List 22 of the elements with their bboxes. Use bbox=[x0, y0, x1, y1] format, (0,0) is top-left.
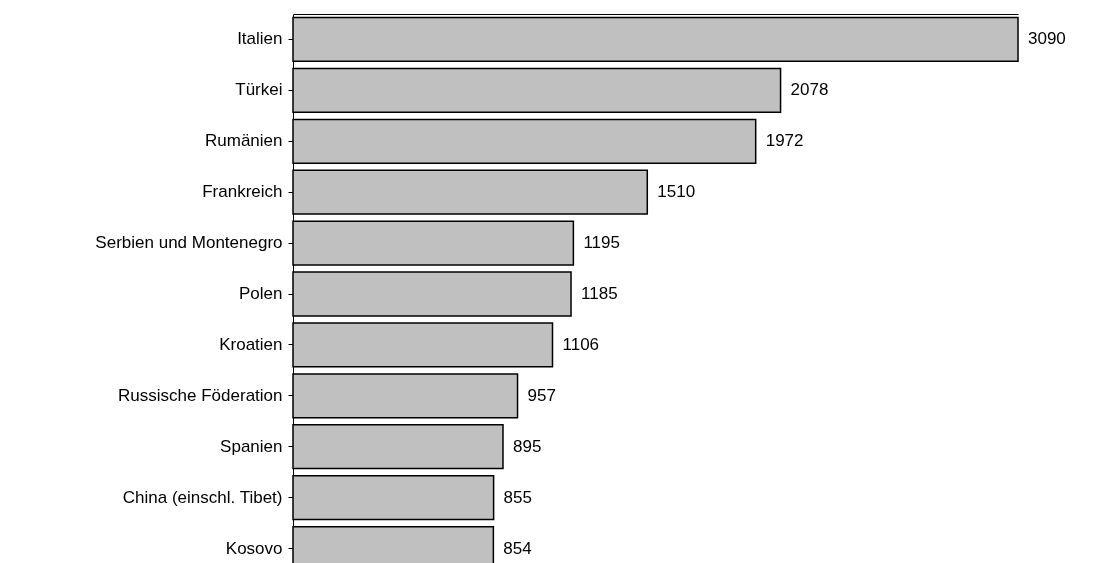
data-label: 957 bbox=[527, 385, 556, 405]
y-tick-label: Kroatien bbox=[219, 334, 283, 354]
data-label: 1185 bbox=[581, 284, 618, 303]
data-label: 3090 bbox=[1028, 29, 1066, 49]
data-label: 1510 bbox=[657, 182, 696, 202]
y-tick-label: Frankreich bbox=[202, 182, 283, 202]
data-label: 1972 bbox=[765, 131, 804, 151]
y-tick-label: Italien bbox=[237, 29, 283, 49]
data-label: 854 bbox=[503, 538, 532, 558]
y-tick-label: Serbien und Montenegro bbox=[95, 233, 283, 253]
y-tick-label: Kosovo bbox=[225, 538, 283, 558]
data-label: 895 bbox=[512, 436, 542, 456]
y-tick-label: Spanien bbox=[220, 436, 283, 456]
data-label: 1106 bbox=[562, 334, 600, 354]
y-tick-label: Türkei bbox=[235, 80, 283, 100]
y-tick-label: Polen bbox=[239, 284, 283, 303]
y-tick-label: Russische Föderation bbox=[118, 385, 283, 405]
y-tick-label: Rumänien bbox=[205, 131, 283, 151]
data-label: 2078 bbox=[790, 80, 829, 100]
data-label: 855 bbox=[503, 487, 532, 507]
data-label: 1195 bbox=[583, 233, 620, 253]
y-tick-label: China (einschl. Tibet) bbox=[122, 487, 283, 507]
